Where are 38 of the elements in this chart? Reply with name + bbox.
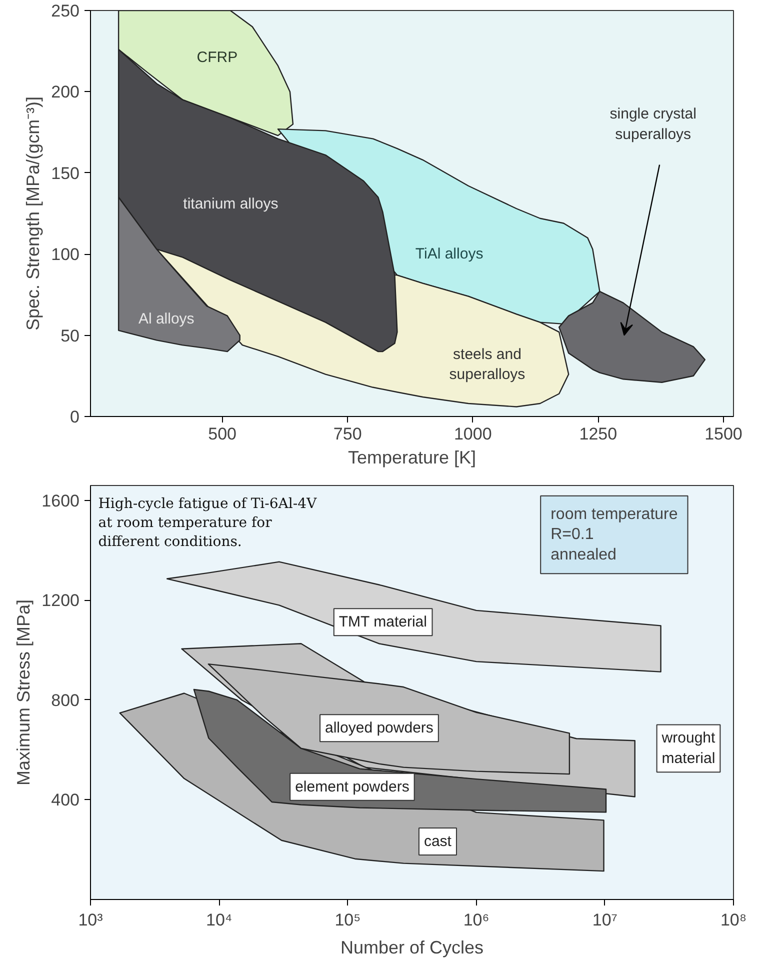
x-tick-label: 500 xyxy=(208,424,236,444)
x-tick-label: 10³ xyxy=(78,910,104,930)
annotation: element powders xyxy=(295,778,410,796)
annotation: alloyed powders xyxy=(325,720,434,737)
y-tick-label: 100 xyxy=(51,245,80,264)
x-tick-label: 10⁶ xyxy=(463,910,490,930)
y-tick-label: 1200 xyxy=(42,591,80,610)
annotation: wrought material xyxy=(660,730,716,768)
x-axis-title: Number of Cycles xyxy=(340,938,484,958)
annotation: TiAl alloys xyxy=(415,246,484,263)
x-tick-label: 1500 xyxy=(704,424,742,444)
y-tick-label: 1600 xyxy=(42,491,80,510)
x-tick-label: 10⁸ xyxy=(720,910,747,930)
y-tick-label: 150 xyxy=(51,164,80,183)
annotation: steels and superalloys xyxy=(449,346,526,384)
y-tick-label: 400 xyxy=(51,790,80,810)
y-tick-label: 0 xyxy=(70,408,80,426)
annotation: CFRP xyxy=(196,49,238,66)
x-tick-label: 10⁴ xyxy=(206,910,232,930)
annotation: single crystal superalloys xyxy=(610,105,696,143)
x-tick-label: 1000 xyxy=(454,424,492,444)
y-tick-label: 200 xyxy=(51,82,80,102)
annotation: room temperature R=0.1 annealed xyxy=(550,506,678,564)
x-tick-label: 1250 xyxy=(579,424,618,444)
x-tick-label: 10⁵ xyxy=(334,910,361,930)
y-axis-title: Maximum Stress [MPa] xyxy=(14,599,34,786)
annotation: titanium alloys xyxy=(183,195,278,212)
y-tick-label: 800 xyxy=(51,690,80,710)
x-tick-label: 750 xyxy=(333,424,362,444)
annotation: cast xyxy=(424,833,452,850)
y-axis-title: Spec. Strength [MPa/(gcm⁻³)] xyxy=(23,96,44,331)
x-tick-label: 10⁷ xyxy=(592,910,618,930)
annotation: Al alloys xyxy=(138,310,194,328)
y-tick-label: 50 xyxy=(60,326,80,346)
annotation: High-cycle fatigue of Ti-6Al-4V at room temperature for different conditions. xyxy=(98,496,318,550)
y-tick-label: 250 xyxy=(51,2,80,20)
x-axis-title: Temperature [K] xyxy=(348,448,476,468)
annotation: TMT material xyxy=(338,614,427,631)
